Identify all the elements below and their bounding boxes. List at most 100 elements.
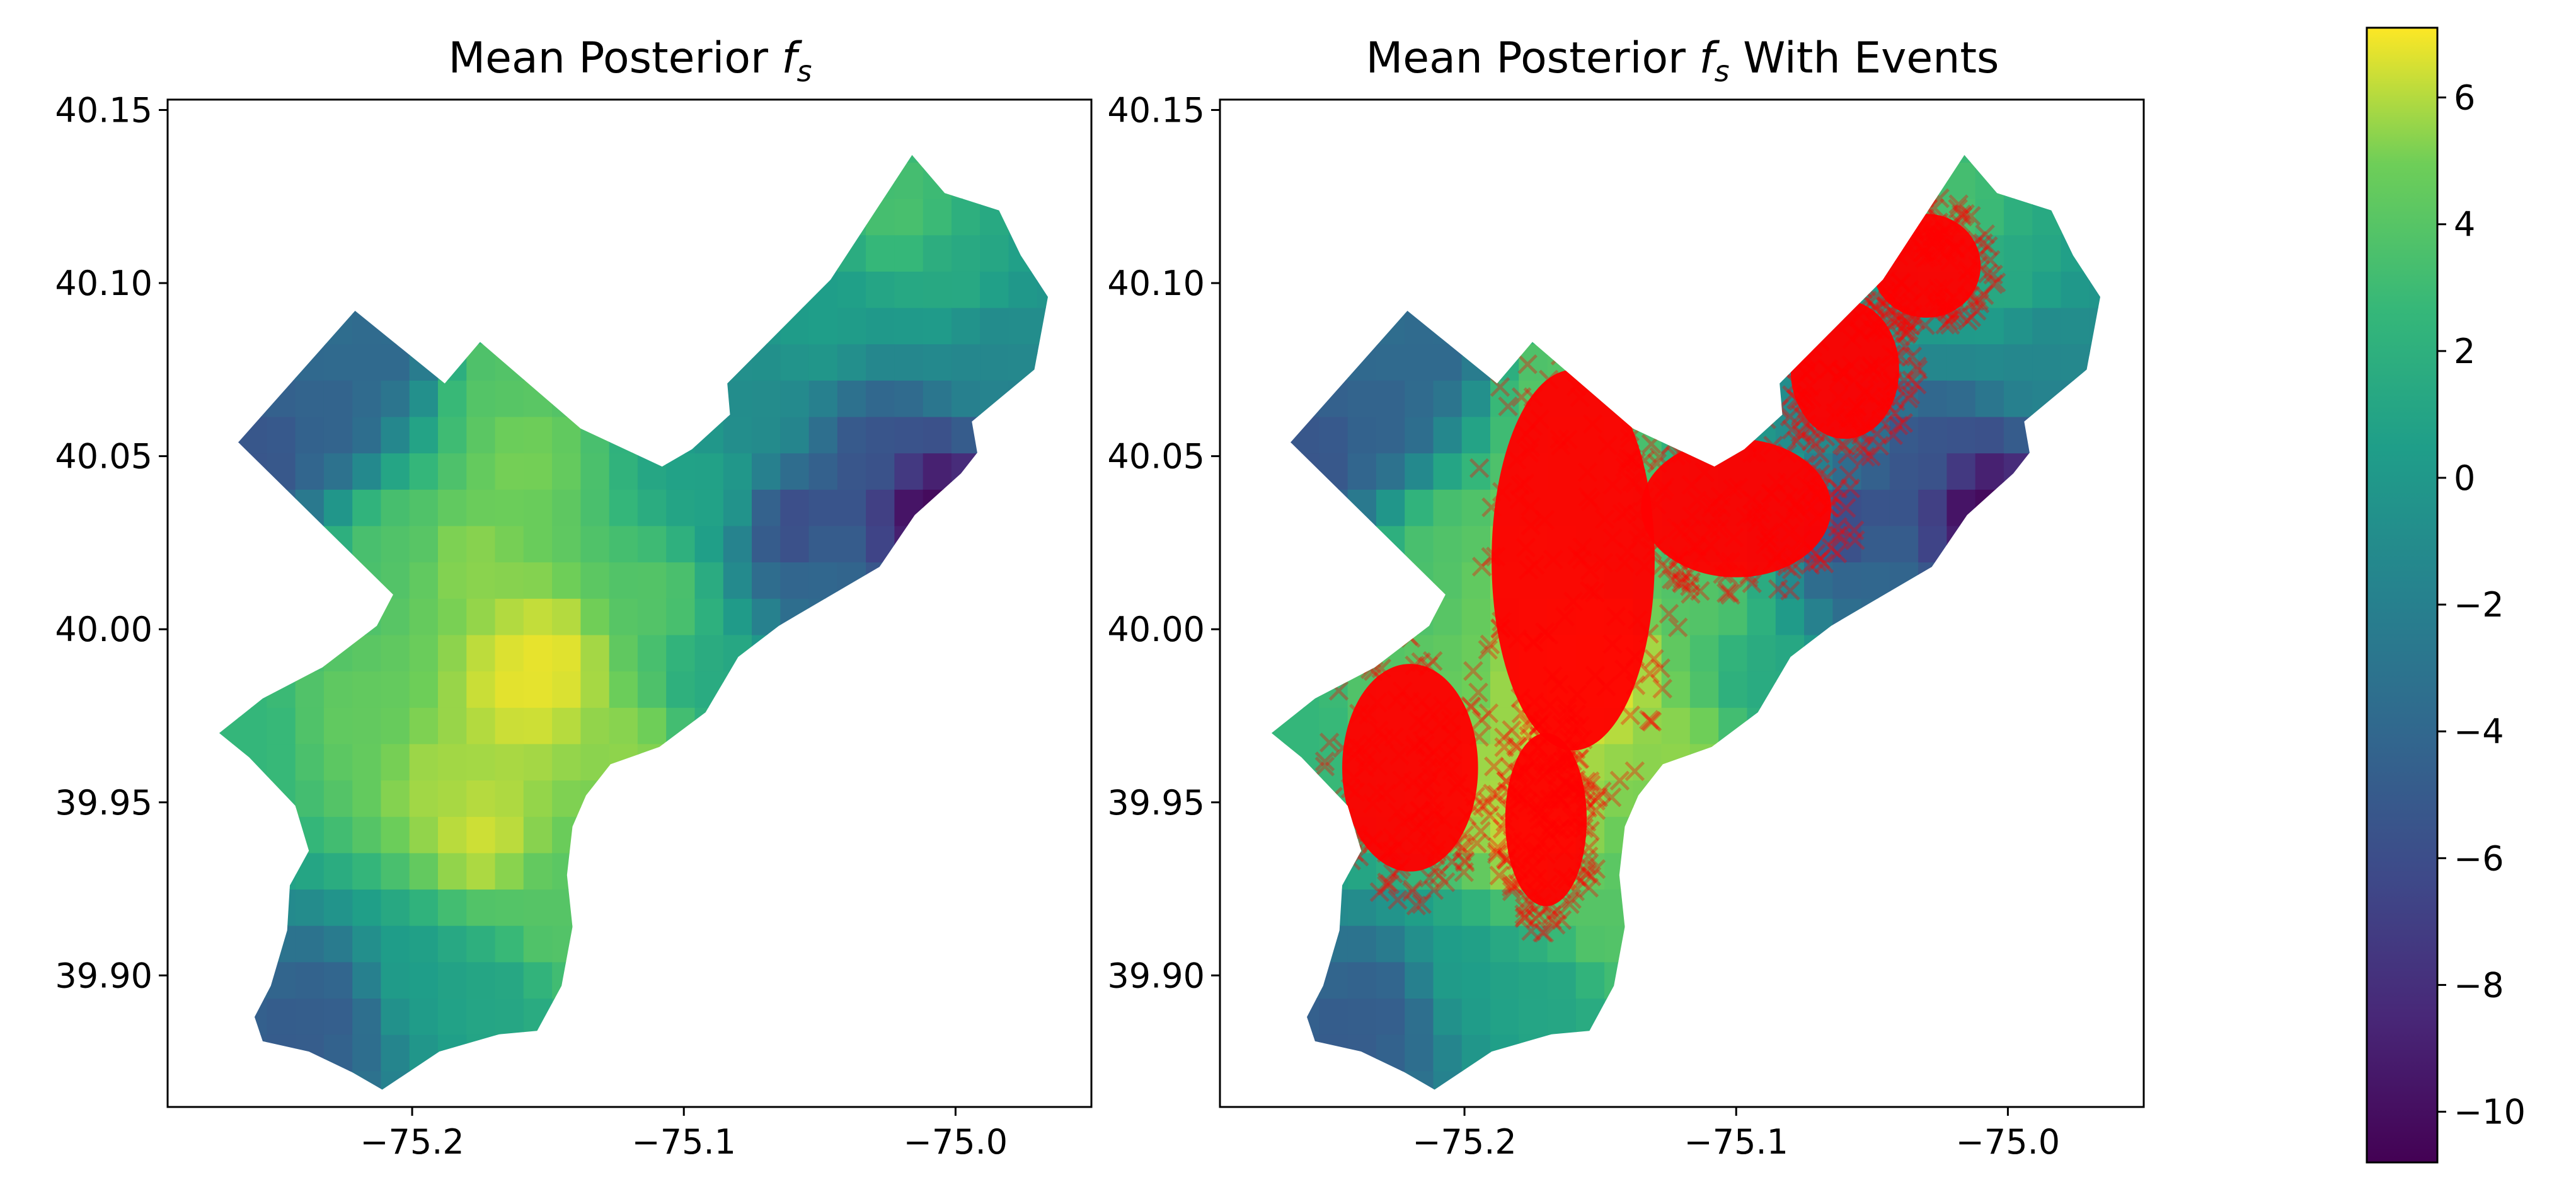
event-marker [1764, 357, 1785, 378]
heatmap-cell [181, 417, 210, 454]
event-marker [1490, 618, 1510, 639]
heatmap-cell [1008, 307, 1038, 345]
heatmap-cell [523, 816, 553, 854]
heatmap-cell [951, 154, 981, 163]
event-marker [1578, 878, 1599, 898]
heatmap-cell [352, 1034, 382, 1072]
event-marker [1585, 665, 1606, 686]
heatmap-cell [609, 161, 638, 199]
event-marker [1362, 733, 1383, 754]
heatmap-cell [1718, 344, 1748, 381]
heatmap-cell [409, 307, 439, 345]
heatmap-cell [1405, 154, 1434, 163]
heatmap-cell [780, 598, 810, 635]
heatmap-cell [1347, 154, 1377, 163]
heatmap-cell [2032, 925, 2062, 963]
y-tick-label: 39.95 [55, 783, 152, 823]
event-marker [1452, 842, 1472, 862]
heatmap-cell [552, 379, 582, 417]
heatmap-cell [1861, 154, 1890, 163]
event-marker [1841, 355, 1861, 376]
heatmap-cell [1319, 525, 1348, 563]
event-marker [1465, 786, 1486, 807]
heatmap-cell [894, 198, 924, 236]
event-marker [1796, 389, 1817, 410]
heatmap-cell [352, 344, 382, 381]
heatmap-cell [1575, 154, 1606, 163]
event-marker [1483, 784, 1503, 804]
heatmap-cell [866, 270, 895, 308]
heatmap-cell [1633, 852, 1662, 890]
event-marker [1488, 837, 1508, 857]
event-marker [1665, 570, 1686, 591]
heatmap-cell [295, 416, 325, 454]
event-marker [1970, 244, 1991, 265]
heatmap-cell [923, 634, 952, 672]
heatmap-cell [1832, 998, 1862, 1035]
panel-2-axes-frame [1219, 98, 2145, 1108]
event-marker [1958, 311, 1978, 331]
event-marker [1840, 478, 1861, 499]
heatmap-cell [1946, 1034, 1976, 1072]
event-marker [1496, 771, 1517, 792]
heatmap-cell [438, 889, 468, 926]
heatmap-cell [238, 961, 268, 999]
heatmap-cell [609, 961, 638, 999]
event-marker [1782, 385, 1802, 405]
panel-1-ticks: −75.2 −75.1 −75.039.9039.9540.0040.0540.10… [55, 90, 1008, 1162]
heatmap-cell [609, 707, 638, 744]
y-tick-label: 39.90 [55, 956, 152, 995]
event-marker [1723, 425, 1743, 445]
heatmap-cell [1889, 598, 1919, 635]
heatmap-cell [2089, 270, 2100, 308]
heatmap-cell [267, 1070, 296, 1090]
event-marker [1556, 772, 1577, 793]
heatmap-cell [219, 198, 239, 236]
heatmap-cell [1718, 634, 1748, 672]
heatmap-cell [666, 961, 696, 999]
heatmap-cell [267, 379, 296, 417]
heatmap-cell [323, 307, 354, 345]
heatmap-cell [1747, 235, 1776, 272]
heatmap-cell [323, 525, 354, 563]
heatmap-cell [1718, 743, 1748, 781]
heatmap-cell [780, 489, 810, 526]
heatmap-cell [438, 707, 468, 744]
heatmap-cell [723, 1070, 753, 1090]
heatmap-cell [1234, 199, 1263, 236]
heatmap-cell [495, 1034, 524, 1072]
event-marker [1533, 766, 1553, 787]
event-marker [1867, 424, 1887, 444]
heatmap-cell [1291, 598, 1320, 635]
x-tick-label: −75.0 [904, 1122, 1008, 1162]
heatmap-cell [1661, 961, 1691, 999]
heatmap-cell [1633, 961, 1662, 999]
event-marker [1548, 785, 1568, 806]
heatmap-cell [837, 889, 867, 926]
heatmap-cell [352, 489, 382, 526]
heatmap-cell [2089, 671, 2100, 708]
event-marker [1580, 560, 1601, 581]
heatmap-cell [580, 852, 610, 890]
heatmap-cell [666, 1070, 696, 1090]
heatmap-cell [1490, 344, 1520, 381]
event-marker [1471, 710, 1492, 730]
heatmap-cell [637, 634, 667, 672]
event-marker [1786, 389, 1807, 410]
heatmap-cell [1661, 198, 1691, 236]
heatmap-cell [1433, 416, 1463, 454]
heatmap-cell [1008, 852, 1038, 890]
heatmap-cell [780, 1034, 810, 1072]
heatmap-cell [694, 453, 724, 490]
event-marker [1945, 237, 1965, 257]
heatmap-cell [2089, 998, 2100, 1035]
heatmap-cell [1775, 154, 1805, 163]
x-tick-label: −75.1 [631, 1122, 735, 1162]
y-tick-label: 39.95 [1107, 783, 1205, 823]
event-marker [1844, 256, 1865, 277]
heatmap-cell [2089, 562, 2100, 599]
heatmap-cell [980, 816, 1009, 854]
heatmap-cell [1376, 489, 1406, 526]
heatmap-cell [1689, 889, 1720, 926]
event-marker [1659, 603, 1679, 624]
